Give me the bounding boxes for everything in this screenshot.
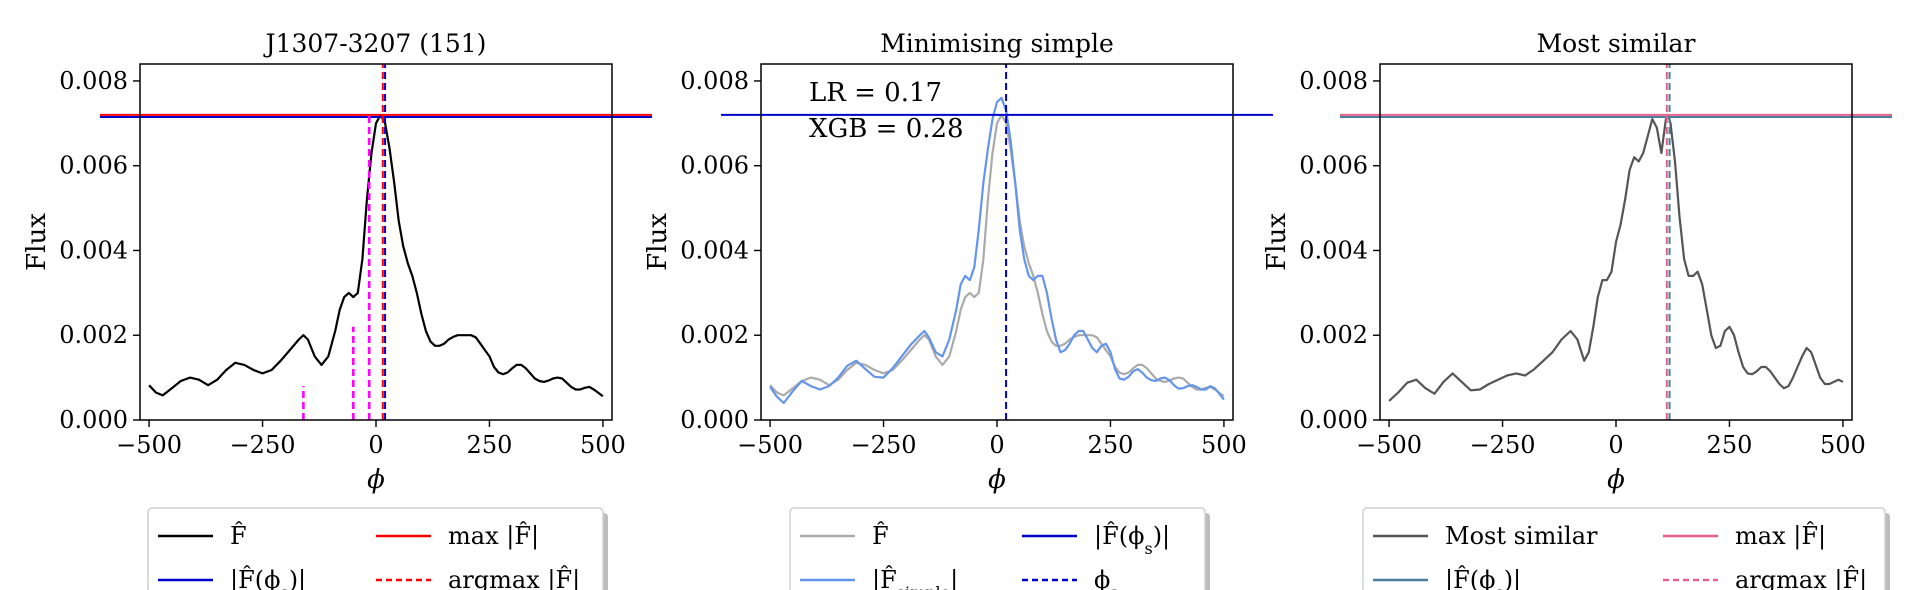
legend: F̂ |F̂(ϕs)| |F̂simple| ϕs — [789, 507, 1210, 590]
chart-title: J1307-3207 (151) — [263, 29, 487, 58]
x-axis-label: ϕ — [1607, 465, 1625, 495]
y-tick-label: 0.008 — [680, 67, 749, 95]
legend-label: |F̂(ϕs)| — [1094, 522, 1170, 558]
x-tick-label: 0 — [989, 431, 1004, 459]
annotation-text: XGB = 0.28 — [809, 114, 964, 144]
chart-title: Minimising simple — [880, 29, 1114, 58]
y-tick-label: 0.002 — [1299, 321, 1368, 349]
x-tick-label: 250 — [467, 431, 513, 459]
legend-label: ϕs — [1094, 566, 1119, 590]
legend-label: F̂ — [872, 522, 889, 550]
chart-title: Most similar — [1537, 29, 1696, 58]
legend-label: argmax |F̂| — [1735, 566, 1867, 590]
y-tick-label: 0.004 — [59, 236, 128, 264]
legend: Most similar max |F̂| |F̂(ϕs)| argmax |F̂| — [1362, 507, 1890, 590]
x-axis-label: ϕ — [367, 465, 385, 495]
x-tick-label: 500 — [1820, 431, 1866, 459]
chart-panel-1: −500 −250 0 250 500 0.000 0.002 0.004 0.006 0.008… — [22, 29, 652, 590]
y-tick-label: 0.006 — [59, 152, 128, 180]
y-tick-label: 0.000 — [59, 406, 128, 434]
y-tick-label: 0.000 — [1299, 406, 1368, 434]
x-tick-label: 0 — [368, 431, 383, 459]
series-line-1 — [769, 113, 1225, 398]
chart-panel-2: −500 −250 0 250 500 0.000 0.002 0.004 0.006 0.008… — [643, 29, 1273, 590]
legend-label: argmax |F̂| — [448, 566, 580, 590]
x-tick-label: 500 — [580, 431, 626, 459]
legend-label: max |F̂| — [1735, 522, 1826, 551]
x-tick-label: −500 — [737, 431, 803, 459]
legend-box — [147, 507, 604, 590]
y-tick-label: 0.002 — [680, 321, 749, 349]
x-axis-label: ϕ — [988, 465, 1006, 495]
y-axis-label: Flux — [1262, 213, 1292, 271]
series-line-1 — [1388, 113, 1844, 402]
legend-label: |F̂simple| — [872, 566, 958, 590]
y-tick-label: 0.002 — [59, 321, 128, 349]
x-tick-label: −500 — [1356, 431, 1422, 459]
y-tick-label: 0.006 — [1299, 152, 1368, 180]
y-tick-label: 0.004 — [680, 236, 749, 264]
legend-label: |F̂(ϕs)| — [230, 566, 306, 590]
legend-box — [1362, 507, 1886, 590]
legend-label: |F̂(ϕs)| — [1445, 566, 1521, 590]
legend: F̂ max |F̂| |F̂(ϕs)| argmax |F̂| — [147, 507, 608, 590]
y-tick-label: 0.004 — [1299, 236, 1368, 264]
x-tick-label: 250 — [1707, 431, 1753, 459]
x-tick-label: 0 — [1608, 431, 1623, 459]
y-tick-label: 0.006 — [680, 152, 749, 180]
legend-label: Most similar — [1445, 522, 1598, 550]
y-tick-label: 0.008 — [1299, 67, 1368, 95]
x-tick-label: 500 — [1201, 431, 1247, 459]
plot-area — [769, 96, 1225, 405]
legend-label: F̂ — [230, 522, 247, 550]
plot-area — [148, 113, 604, 398]
y-axis-label: Flux — [643, 213, 673, 271]
series-line-2 — [769, 96, 1225, 405]
x-tick-label: −250 — [1470, 431, 1536, 459]
chart-panel-3: −500 −250 0 250 500 0.000 0.002 0.004 0.006 0.008… — [1262, 29, 1892, 590]
y-axis-label: Flux — [22, 213, 52, 271]
series-line-1 — [148, 113, 604, 398]
legend-box — [789, 507, 1206, 590]
x-tick-label: −250 — [230, 431, 296, 459]
x-tick-label: 250 — [1088, 431, 1134, 459]
x-tick-label: −500 — [116, 431, 182, 459]
y-tick-label: 0.008 — [59, 67, 128, 95]
y-tick-label: 0.000 — [680, 406, 749, 434]
annotation-text: LR = 0.17 — [809, 78, 942, 108]
legend-label: max |F̂| — [448, 522, 539, 551]
plot-area — [1388, 113, 1844, 402]
x-tick-label: −250 — [851, 431, 917, 459]
